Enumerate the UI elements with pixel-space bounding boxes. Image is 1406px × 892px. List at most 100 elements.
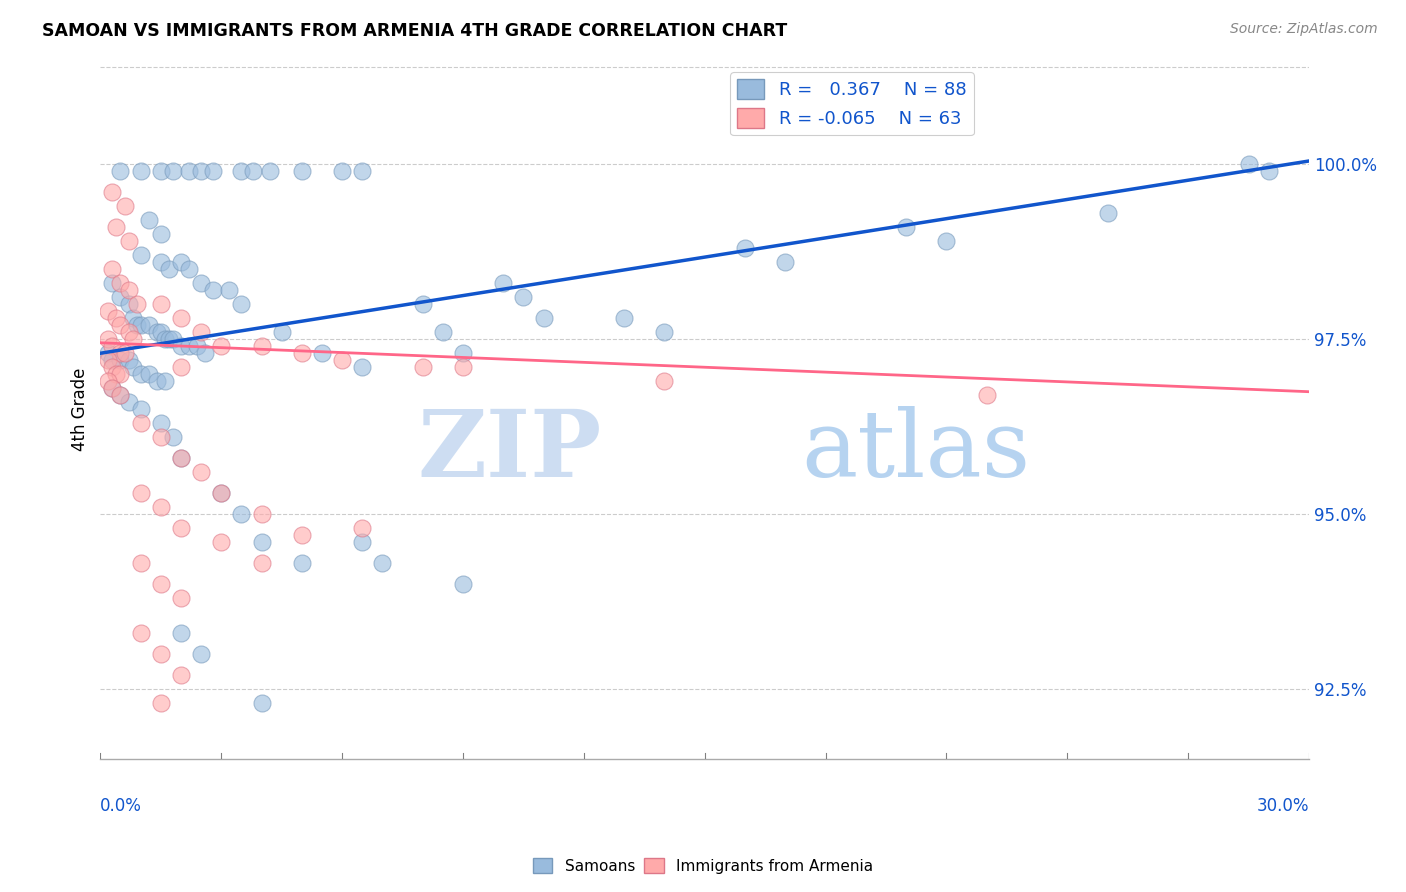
Point	[533, 311, 555, 326]
Legend: R =   0.367    N = 88, R = -0.065    N = 63: R = 0.367 N = 88, R = -0.065 N = 63	[730, 72, 974, 136]
Point	[129, 368, 152, 382]
Point	[114, 346, 136, 360]
Point	[186, 339, 208, 353]
Point	[291, 164, 314, 178]
Point	[157, 262, 180, 277]
Point	[231, 765, 253, 780]
Text: Source: ZipAtlas.com: Source: ZipAtlas.com	[1230, 22, 1378, 37]
Point	[194, 346, 217, 360]
Text: SAMOAN VS IMMIGRANTS FROM ARMENIA 4TH GRADE CORRELATION CHART: SAMOAN VS IMMIGRANTS FROM ARMENIA 4TH GR…	[42, 22, 787, 40]
Point	[170, 668, 193, 682]
Point	[371, 556, 394, 570]
Point	[291, 556, 314, 570]
Point	[97, 353, 120, 368]
Point	[170, 521, 193, 535]
Point	[330, 164, 353, 178]
Point	[242, 164, 264, 178]
Point	[209, 486, 232, 500]
Point	[153, 332, 176, 346]
Point	[105, 368, 128, 382]
Point	[654, 374, 676, 388]
Point	[250, 696, 273, 710]
Point	[250, 535, 273, 549]
Point	[492, 277, 515, 291]
Y-axis label: 4th Grade: 4th Grade	[72, 368, 89, 450]
Point	[129, 164, 152, 178]
Point	[451, 360, 474, 375]
Point	[101, 353, 124, 368]
Point	[101, 277, 124, 291]
Point	[935, 235, 957, 249]
Point	[125, 297, 148, 311]
Point	[162, 164, 184, 178]
Point	[110, 388, 132, 402]
Point	[101, 262, 124, 277]
Point	[117, 283, 139, 297]
Point	[170, 626, 193, 640]
Point	[110, 290, 132, 304]
Point	[97, 346, 120, 360]
Point	[613, 311, 636, 326]
Point	[451, 577, 474, 591]
Point	[149, 500, 172, 514]
Point	[352, 360, 374, 375]
Point	[149, 326, 172, 340]
Point	[117, 297, 139, 311]
Point	[352, 535, 374, 549]
Point	[432, 326, 454, 340]
Point	[129, 556, 152, 570]
Point	[190, 647, 212, 661]
Point	[1097, 206, 1119, 220]
Point	[352, 164, 374, 178]
Point	[231, 164, 253, 178]
Point	[157, 332, 180, 346]
Point	[330, 353, 353, 368]
Point	[190, 164, 212, 178]
Point	[170, 311, 193, 326]
Point	[117, 235, 139, 249]
Point	[190, 465, 212, 479]
Point	[202, 164, 225, 178]
Point	[101, 381, 124, 395]
Point	[170, 360, 193, 375]
Point	[177, 262, 200, 277]
Point	[117, 395, 139, 409]
Point	[138, 318, 160, 333]
Point	[110, 277, 132, 291]
Point	[1257, 164, 1279, 178]
Point	[896, 220, 918, 235]
Point	[138, 368, 160, 382]
Point	[654, 326, 676, 340]
Point	[170, 339, 193, 353]
Point	[1237, 157, 1260, 171]
Point	[110, 353, 132, 368]
Point	[114, 199, 136, 213]
Point	[101, 186, 124, 200]
Point	[129, 416, 152, 430]
Point	[149, 297, 172, 311]
Point	[734, 241, 756, 255]
Point	[259, 164, 281, 178]
Point	[110, 164, 132, 178]
Point	[149, 647, 172, 661]
Point	[117, 326, 139, 340]
Point	[149, 255, 172, 269]
Point	[149, 577, 172, 591]
Point	[101, 360, 124, 375]
Point	[250, 556, 273, 570]
Point	[291, 346, 314, 360]
Point	[218, 283, 240, 297]
Point	[451, 346, 474, 360]
Point	[149, 164, 172, 178]
Point	[110, 346, 132, 360]
Point	[250, 339, 273, 353]
Point	[976, 388, 998, 402]
Point	[105, 311, 128, 326]
Point	[145, 326, 167, 340]
Point	[121, 360, 143, 375]
Point	[170, 255, 193, 269]
Point	[162, 332, 184, 346]
Point	[311, 346, 333, 360]
Point	[270, 326, 292, 340]
Point	[121, 311, 143, 326]
